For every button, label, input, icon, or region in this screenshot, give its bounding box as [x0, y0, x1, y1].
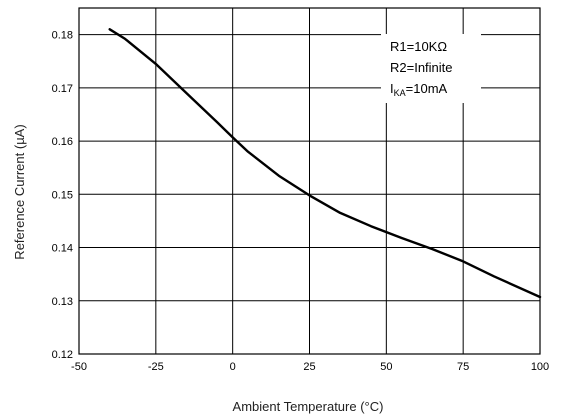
y-tick-label: 0.14: [52, 243, 73, 255]
y-tick-label: 0.18: [52, 30, 73, 42]
y-tick-label: 0.15: [52, 189, 73, 201]
x-tick-label: 25: [303, 361, 315, 373]
annotation-box: R1=10KΩ R2=Infinite IKA=10mA: [381, 34, 481, 103]
annotation-background: [381, 34, 481, 103]
y-tick-label: 0.16: [52, 136, 73, 148]
annotation-r1: R1=10KΩ: [390, 39, 447, 54]
annotation-ika-subscript: KA: [394, 88, 406, 98]
x-tick-label: 0: [230, 361, 236, 373]
y-tick-label: 0.13: [52, 296, 73, 308]
annotation-r2: R2=Infinite: [390, 60, 453, 75]
x-tick-label: 100: [531, 361, 549, 373]
series-line: [108, 28, 542, 299]
x-axis-title: Ambient Temperature (°C): [233, 399, 384, 414]
y-tick-label: 0.12: [52, 349, 73, 361]
y-tick-label: 0.17: [52, 83, 73, 95]
series-layer: [108, 28, 542, 299]
y-axis-title: Reference Current (µA): [12, 124, 27, 259]
annotation-ika-prefix: I: [390, 81, 394, 96]
tick-labels: -50 -25 0 25 50 75 100 0.12 0.13 0.14 0.15 0.16 0.17…: [52, 30, 550, 373]
x-tick-label: -25: [148, 361, 164, 373]
annotation-ika-value: =10mA: [406, 81, 448, 96]
plot-frame: [78, 7, 541, 355]
x-tick-label: 50: [380, 361, 392, 373]
annotation-ika: IKA=10mA: [390, 81, 448, 98]
x-tick-label: 75: [457, 361, 469, 373]
x-tick-label: -50: [71, 361, 87, 373]
